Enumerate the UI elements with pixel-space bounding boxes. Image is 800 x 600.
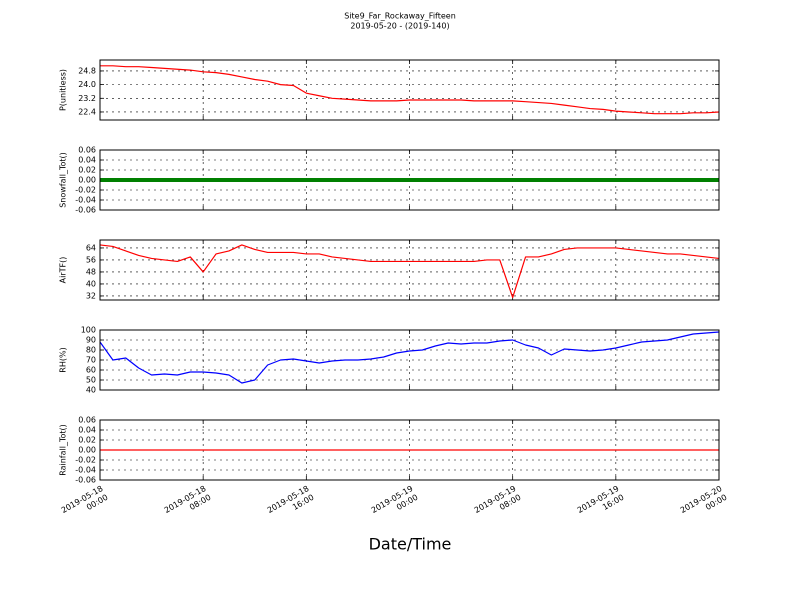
y-tick-label: -0.06 (75, 476, 96, 485)
data-line (100, 65, 720, 115)
axes-frame (99, 149, 720, 211)
y-tick-label: 0.06 (78, 146, 96, 155)
axes-frame (99, 239, 720, 301)
y-axis-label: Rainfall_Tot() (59, 424, 68, 476)
y-tick-label: 24.0 (78, 80, 96, 89)
x-axis-label: Date/Time (369, 535, 452, 554)
y-tick-label: 0.04 (78, 426, 96, 435)
y-axis-label: RH(%) (59, 347, 68, 372)
y-tick-label: -0.02 (75, 456, 96, 465)
y-tick-label: 48 (86, 267, 96, 276)
y-axis-label: Snowfall_Tot() (59, 152, 68, 208)
y-tick-label: 80 (86, 346, 96, 355)
y-tick-label: 50 (86, 376, 96, 385)
data-line (99, 244, 720, 299)
y-tick-label: -0.04 (75, 196, 96, 205)
axes-frame (99, 419, 720, 481)
y-tick-label: 40 (86, 279, 96, 288)
y-tick-label: 0.00 (78, 176, 96, 185)
y-tick-label: 90 (86, 336, 96, 345)
y-tick-label: -0.02 (75, 186, 96, 195)
y-tick-label: 64 (86, 243, 96, 252)
y-tick-label: 60 (86, 366, 96, 375)
y-axis-label: P(unitless) (59, 69, 68, 111)
y-tick-label: 22.4 (78, 107, 96, 116)
y-tick-label: 24.8 (78, 66, 96, 75)
y-tick-label: 40 (86, 386, 96, 395)
y-tick-label: 70 (86, 356, 96, 365)
y-tick-label: 0.06 (78, 416, 96, 425)
y-tick-label: 0.04 (78, 156, 96, 165)
chart-subtitle: 2019-05-20 - (2019-140) (350, 22, 449, 31)
y-tick-label: -0.04 (75, 466, 96, 475)
y-tick-label: 0.02 (78, 166, 96, 175)
y-axis-label: AirTF() (59, 257, 68, 284)
y-tick-label: 0.02 (78, 436, 96, 445)
y-tick-label: -0.06 (75, 206, 96, 215)
data-line (99, 331, 720, 384)
chart-title: Site9_Far_Rockaway_Fifteen (344, 12, 456, 21)
y-tick-label: 56 (86, 255, 96, 264)
axes-frame (99, 59, 720, 121)
y-tick-label: 32 (86, 291, 96, 300)
y-tick-label: 23.2 (78, 94, 96, 103)
y-tick-label: 0.00 (78, 446, 96, 455)
y-tick-label: 100 (81, 326, 96, 335)
axes-frame (99, 329, 720, 391)
